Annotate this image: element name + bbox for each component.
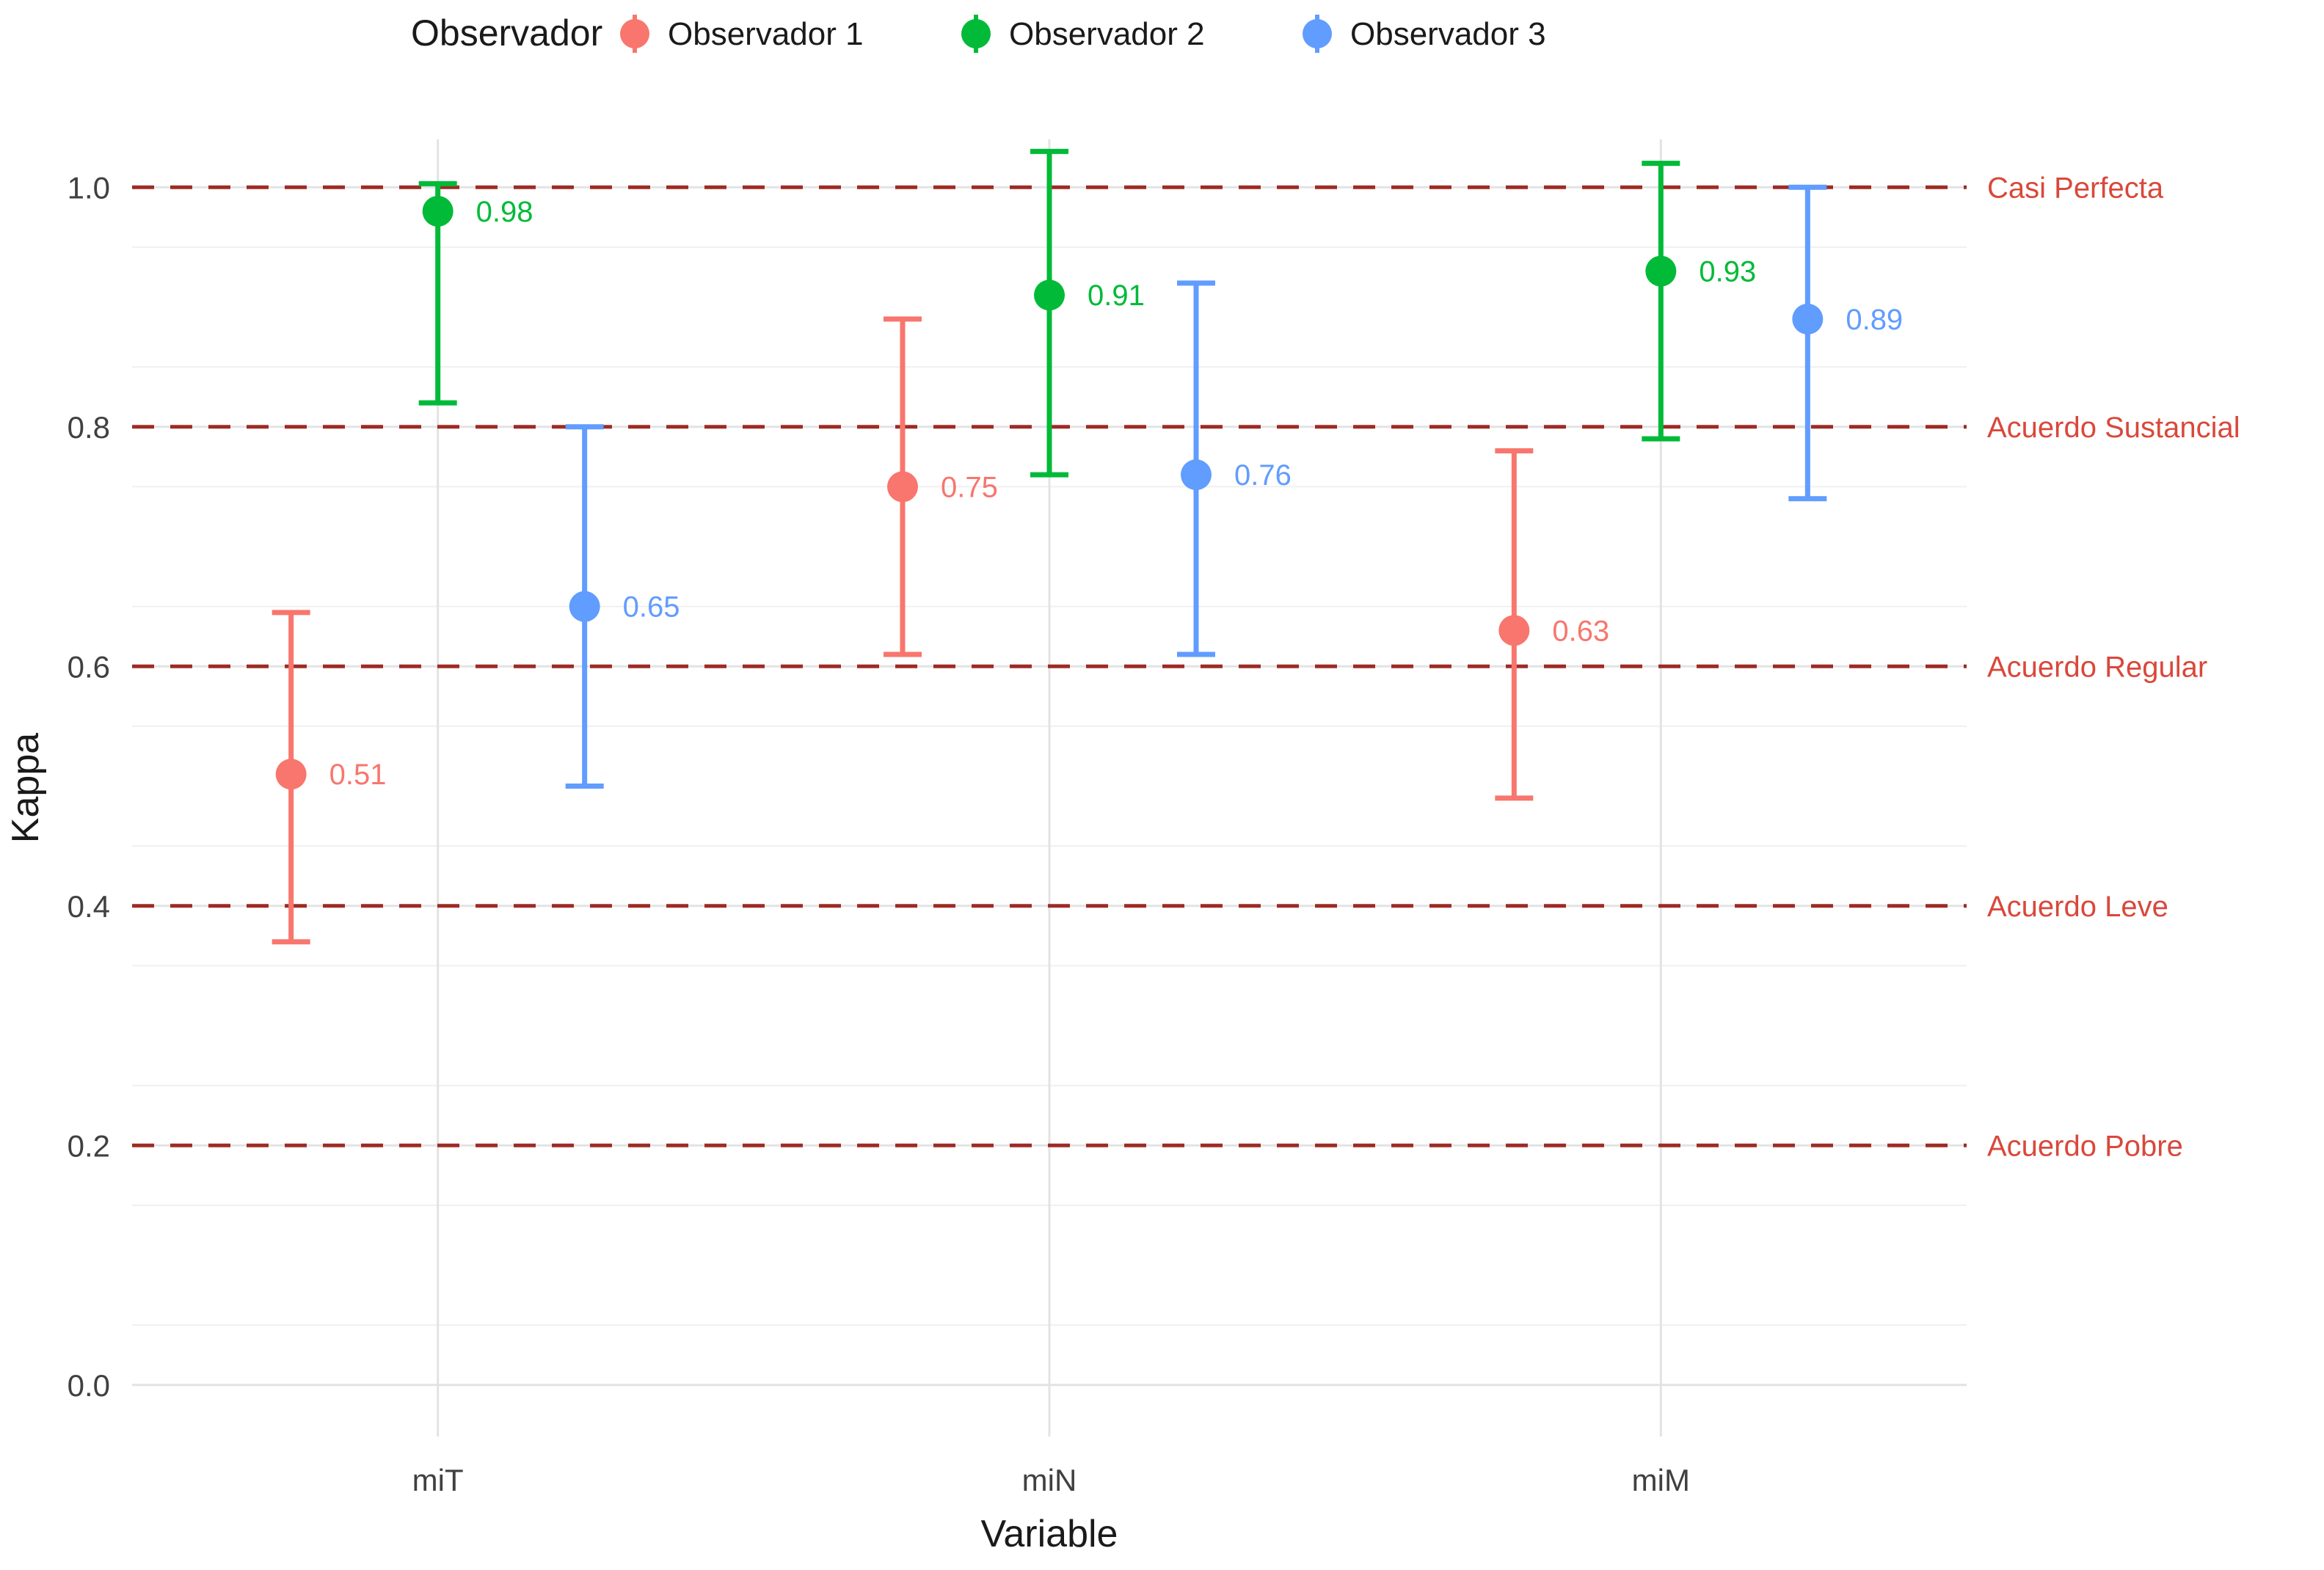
legend-swatch: [961, 19, 991, 48]
data-point-label: 0.93: [1699, 256, 1756, 288]
data-point-label: 0.76: [1234, 459, 1292, 492]
reference-line-label: Acuerdo Sustancial: [1987, 412, 2240, 444]
y-tick-label: 0.4: [68, 889, 110, 924]
data-point-label: 0.51: [329, 759, 387, 791]
x-tick-label: miM: [1632, 1463, 1690, 1497]
legend-title: Observador: [411, 12, 602, 54]
legend-swatch: [1303, 19, 1332, 48]
y-tick-label: 0.6: [68, 649, 110, 684]
legend-item-label: Observador 3: [1350, 16, 1546, 52]
data-point: [1645, 255, 1677, 287]
x-axis-title: Variable: [981, 1513, 1118, 1555]
legend-item-label: Observador 2: [1009, 16, 1205, 52]
y-tick-label: 0.0: [68, 1368, 110, 1403]
y-tick-label: 1.0: [68, 170, 110, 205]
data-point-label: 0.91: [1088, 280, 1145, 312]
x-tick-label: miN: [1022, 1463, 1077, 1497]
data-point-label: 0.75: [941, 471, 998, 503]
data-point: [569, 591, 600, 622]
data-point: [1792, 303, 1824, 335]
data-point: [887, 471, 918, 503]
x-tick-label: miT: [412, 1463, 464, 1497]
reference-line-label: Casi Perfecta: [1987, 172, 2164, 204]
data-point: [422, 195, 453, 227]
y-axis-title: Kappa: [4, 733, 47, 843]
y-tick-label: 0.2: [68, 1128, 110, 1163]
reference-line-label: Acuerdo Regular: [1987, 651, 2207, 683]
legend-item-label: Observador 1: [668, 16, 864, 52]
data-point-label: 0.63: [1552, 615, 1609, 647]
data-point: [1181, 459, 1212, 491]
data-point: [275, 759, 307, 790]
reference-line-label: Acuerdo Pobre: [1987, 1130, 2183, 1162]
legend-swatch: [620, 19, 649, 48]
y-tick-label: 0.8: [68, 410, 110, 445]
data-point-label: 0.65: [623, 591, 680, 624]
data-point-label: 0.98: [476, 196, 533, 228]
data-point: [1498, 615, 1530, 646]
data-point-label: 0.89: [1846, 304, 1903, 336]
reference-line-label: Acuerdo Leve: [1987, 891, 2168, 923]
data-point: [1034, 280, 1065, 311]
